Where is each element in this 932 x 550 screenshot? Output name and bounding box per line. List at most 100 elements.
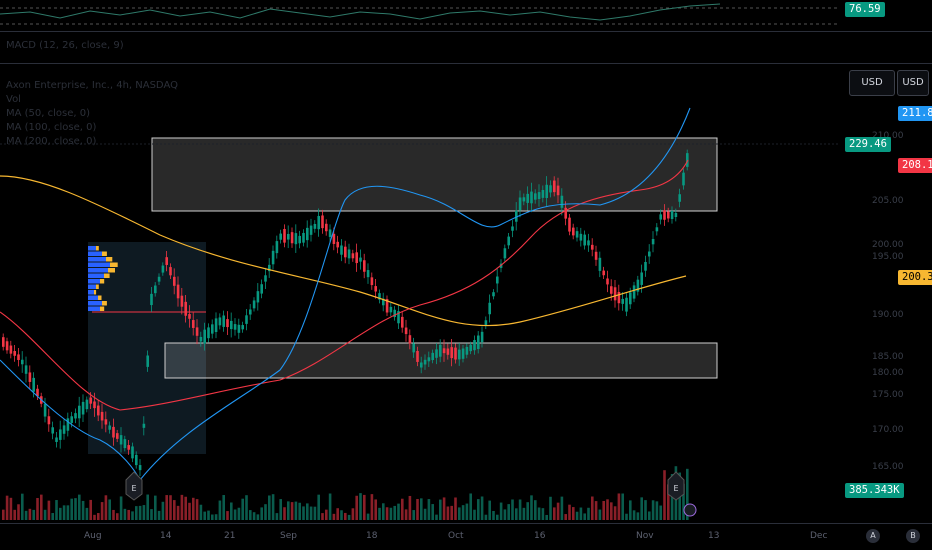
candle [222, 315, 225, 327]
candle [51, 427, 54, 434]
volume-bar [85, 507, 89, 520]
candle [55, 437, 58, 442]
volume-bar [47, 500, 51, 520]
volume-bar [587, 507, 590, 520]
candle [264, 275, 267, 282]
candle [587, 240, 590, 246]
candle [663, 210, 666, 220]
volume-profile-bar [88, 284, 96, 289]
candle [423, 359, 427, 365]
volume-profile-bar [88, 257, 106, 262]
volume-bar [165, 495, 168, 520]
time-axis[interactable]: Aug 14 21 Sep 18 Oct 16 Nov 13 Dec [0, 524, 840, 550]
volume-value-badge: 385.343K [845, 483, 904, 498]
volume-profile-bar [88, 246, 96, 251]
volume-bar [370, 494, 374, 520]
volume-bar [127, 509, 130, 520]
candle [598, 257, 602, 271]
volume-bar [93, 514, 96, 520]
candle [306, 227, 309, 241]
candle [180, 295, 184, 307]
volume-bar [363, 494, 366, 520]
currency-button-left[interactable]: USD [849, 70, 895, 96]
volume-profile-bar [102, 301, 107, 306]
volume-bar [252, 512, 256, 520]
volume-bar [275, 513, 279, 520]
volume-bar [306, 503, 309, 520]
volume-bar [366, 513, 370, 520]
volume-bar [317, 494, 320, 520]
candle [271, 250, 275, 265]
volume-profile-bar [110, 262, 118, 267]
volume-bar [537, 507, 541, 520]
candle [446, 348, 450, 355]
volume-bar [564, 514, 567, 520]
candle [36, 388, 39, 397]
volume-bar [496, 514, 499, 520]
currency-button-right[interactable]: USD [897, 70, 929, 96]
candle [484, 320, 488, 326]
volume-bar [123, 508, 127, 520]
volume-profile-bar [102, 251, 107, 256]
volume-bar [302, 506, 305, 520]
candle [340, 245, 343, 255]
volume-bar [469, 493, 472, 520]
price-tick: 195.00 [872, 252, 904, 262]
log-scale-button[interactable]: B [906, 529, 920, 543]
candle [142, 423, 146, 428]
candle [370, 277, 374, 286]
volume-bar [503, 509, 507, 520]
volume-bar [2, 509, 5, 520]
volume-bar [173, 500, 176, 520]
earnings-marker-aug[interactable]: E [125, 471, 143, 501]
volume-bar [256, 514, 260, 520]
volume-bar [541, 508, 545, 520]
price-scale[interactable]: USD USD [840, 64, 932, 524]
rsi-pane[interactable] [0, 0, 840, 30]
volume-bar [81, 500, 85, 520]
volume-bar [28, 508, 32, 520]
candle [157, 276, 161, 282]
ma-200-value-badge: 200.38 [898, 270, 932, 285]
candle [667, 211, 670, 219]
volume-bar [461, 505, 465, 520]
time-label: 18 [366, 531, 378, 541]
candle [651, 238, 655, 245]
candle [28, 372, 32, 382]
candle [450, 347, 453, 359]
volume-bar [233, 509, 237, 520]
candle [568, 217, 571, 232]
time-label: 16 [534, 531, 546, 541]
candle [100, 411, 104, 421]
volume-bar [458, 507, 461, 520]
earnings-marker-nov[interactable]: E [667, 471, 697, 517]
volume-bar [332, 513, 336, 520]
volume-bar [184, 496, 187, 520]
volume-bar [613, 506, 617, 520]
ma-200-legend: MA (200, close, 0) [6, 136, 97, 147]
candle [416, 350, 419, 362]
volume-bar [59, 507, 62, 520]
candle [625, 297, 628, 312]
volume-bar [553, 507, 556, 520]
volume-profile-bar [100, 306, 105, 311]
candle [321, 215, 324, 229]
volume-bar [412, 510, 415, 520]
volume-bar [663, 470, 666, 520]
candle [344, 246, 347, 258]
price-tick: 170.00 [872, 425, 904, 435]
volume-bar [9, 497, 13, 520]
candle [492, 292, 495, 297]
auto-scale-button[interactable]: A [866, 529, 880, 543]
volume-bar [610, 502, 613, 520]
candle [648, 251, 651, 257]
volume-bar [473, 509, 476, 520]
volume-profile-bar [88, 301, 102, 306]
volume-bar [602, 500, 605, 520]
candle [104, 419, 108, 425]
price-chart[interactable]: E E [0, 64, 840, 524]
ma-50-value-badge: 211.84 [898, 106, 932, 121]
candle [461, 348, 465, 359]
volume-profile-bar [96, 284, 99, 289]
time-label: Nov [636, 531, 654, 541]
